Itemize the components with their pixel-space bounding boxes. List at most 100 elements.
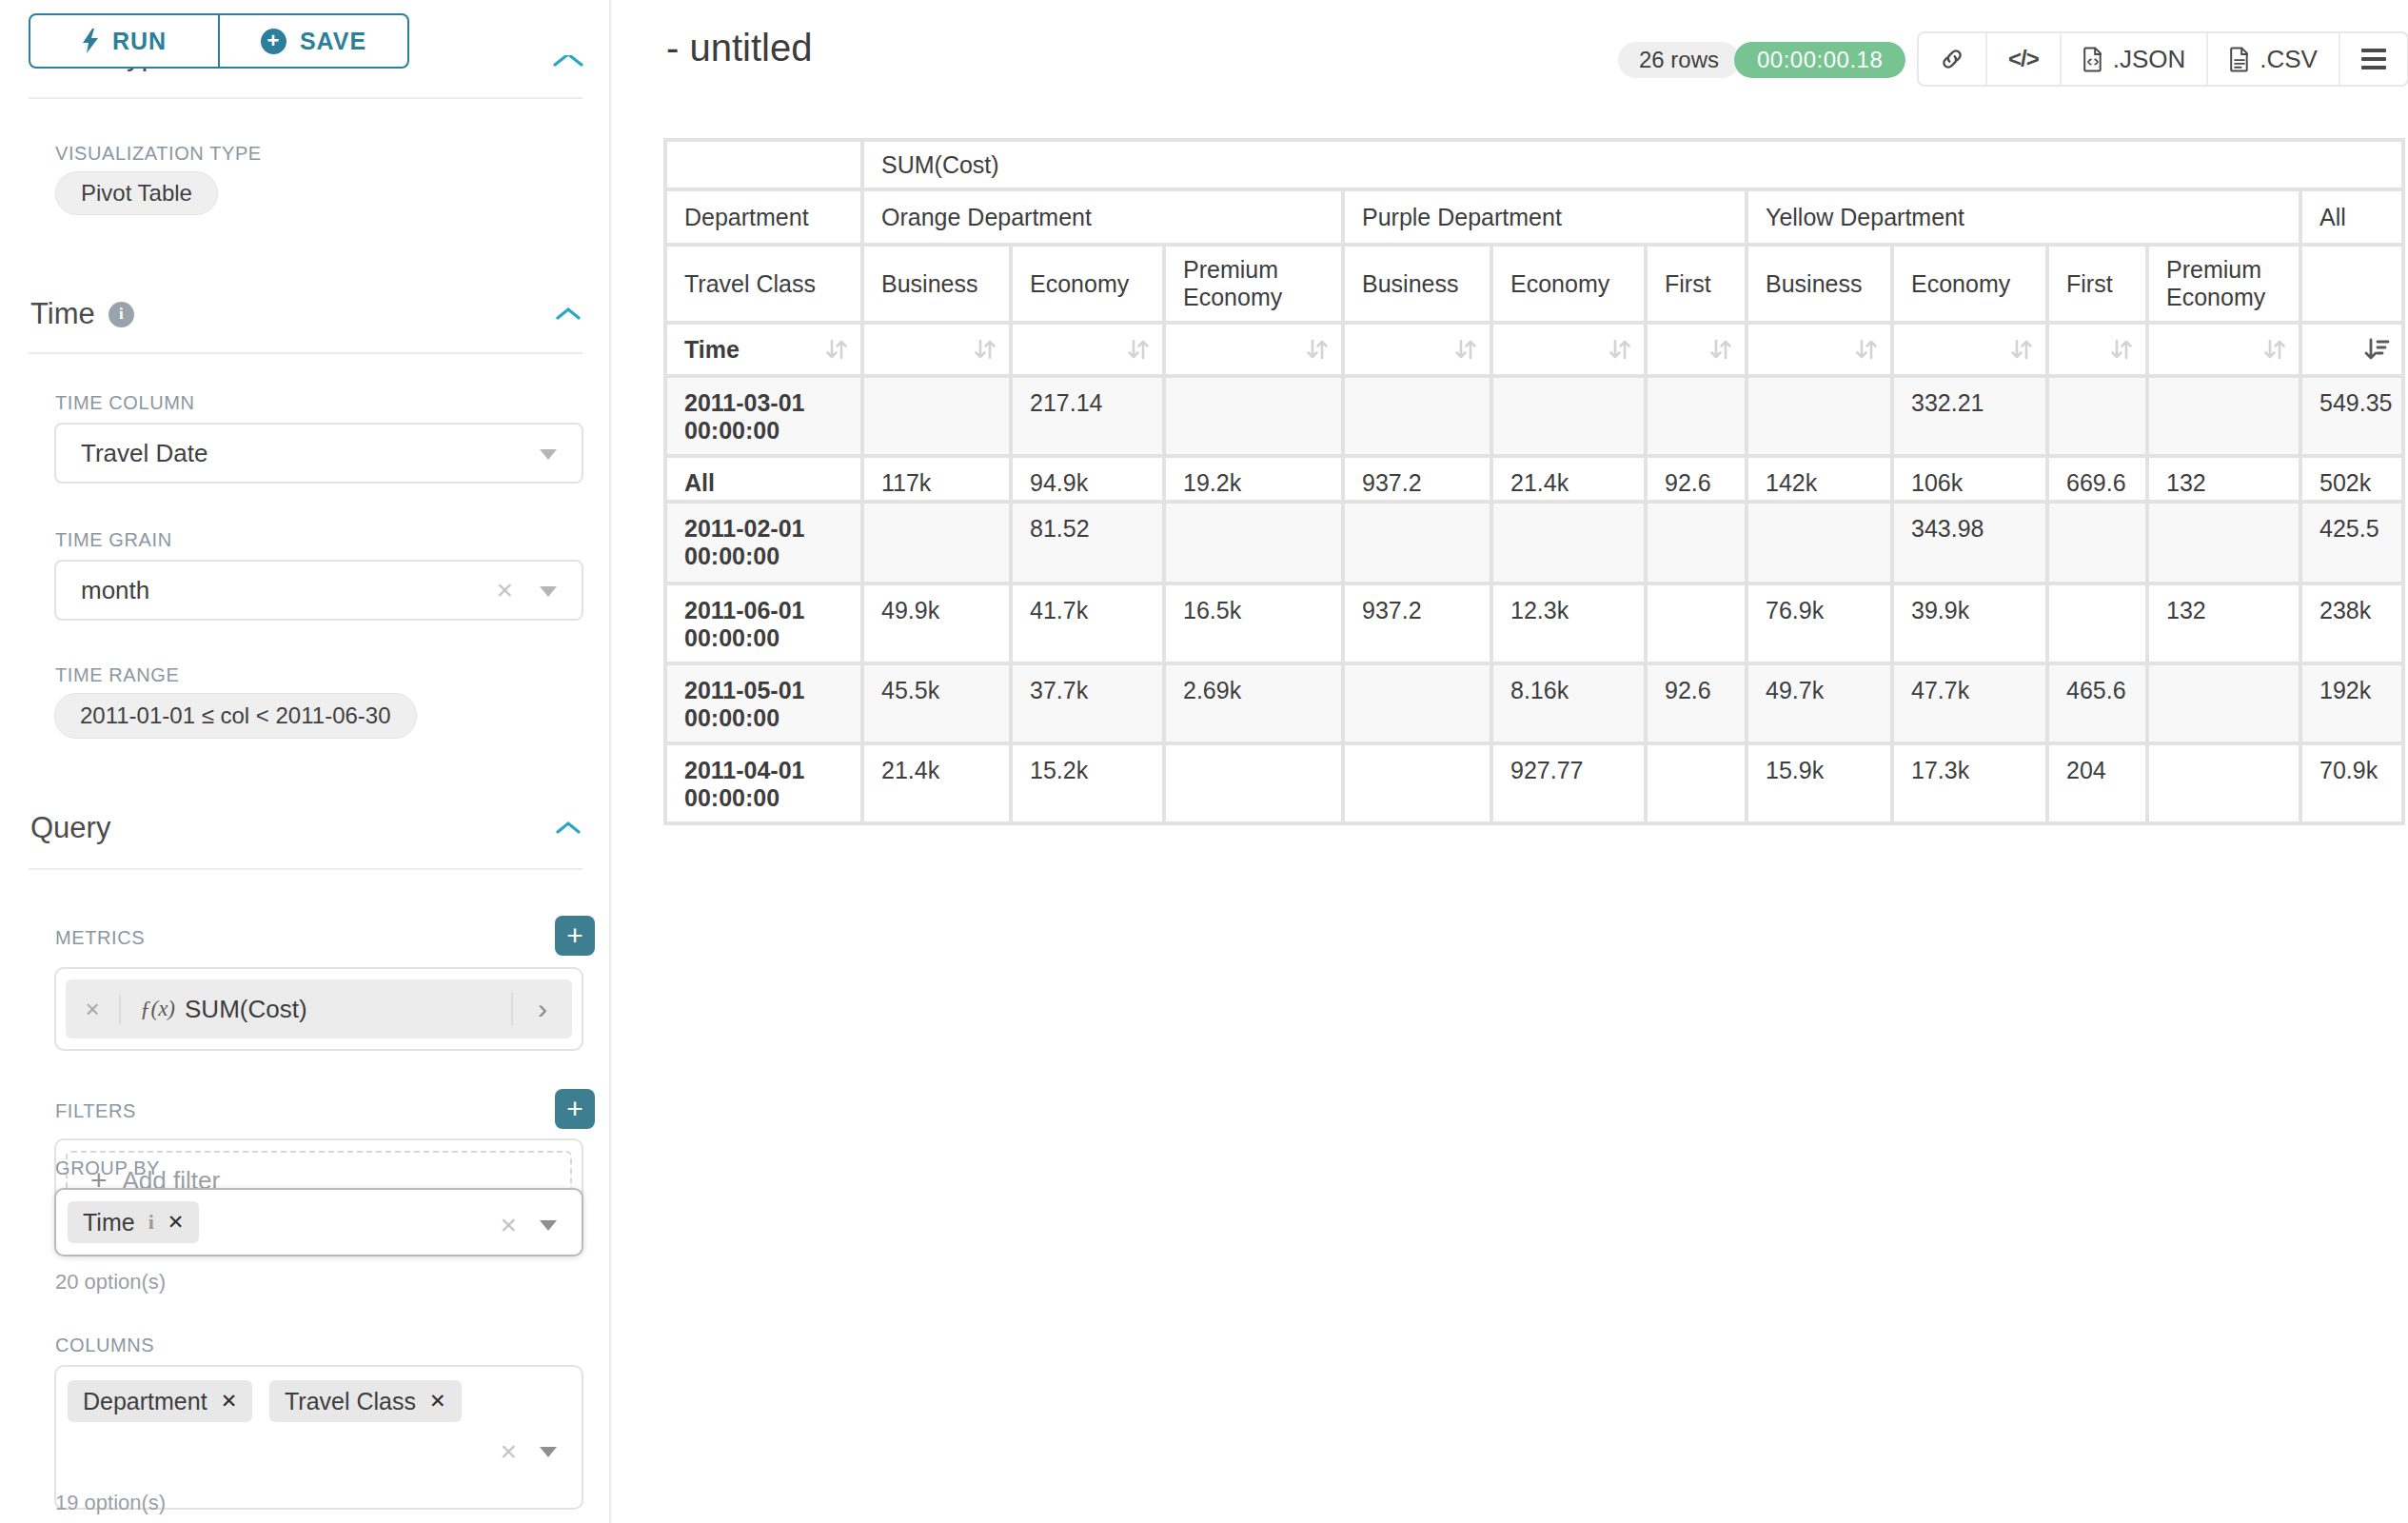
chart-title[interactable]: - untitled (666, 27, 812, 69)
chevron-up-icon (547, 55, 589, 69)
query-collapse-caret[interactable] (556, 821, 581, 838)
copy-link-button[interactable] (1919, 33, 1985, 85)
column-sort-header[interactable] (1013, 325, 1162, 374)
sort-icon (1453, 337, 1478, 362)
pivot-cell (1166, 745, 1341, 821)
pivot-cell (2149, 665, 2299, 742)
class-header: Economy (1013, 247, 1162, 321)
time-column-select[interactable]: Travel Date (54, 423, 583, 484)
pivot-cell (1345, 665, 1490, 742)
row-header: 2011-03-01 00:00:00 (667, 378, 860, 454)
section-divider (29, 97, 582, 99)
time-sort-header[interactable]: Time (667, 325, 860, 374)
chevron-down-icon (540, 586, 557, 597)
row-header: 2011-02-01 00:00:00 (667, 504, 860, 582)
run-button[interactable]: RUN (29, 13, 219, 69)
pivot-cell: 502k (2302, 458, 2401, 500)
pivot-cell (2149, 745, 2299, 821)
pivot-cell: 927.77 (1493, 745, 1644, 821)
remove-tag-icon[interactable]: ✕ (168, 1211, 185, 1234)
clear-icon[interactable]: × (500, 1211, 517, 1239)
clear-icon[interactable]: × (500, 1437, 517, 1466)
remove-tag-icon[interactable]: ✕ (429, 1390, 446, 1413)
pivot-cell: 343.98 (1894, 504, 2045, 582)
department-group-header: All (2302, 191, 2401, 243)
column-sort-header[interactable] (864, 325, 1009, 374)
department-axis-label: Department (667, 191, 860, 243)
pivot-cell (864, 504, 1009, 582)
visualization-type-value[interactable]: Pivot Table (55, 171, 218, 215)
columns-tag-label: Department (83, 1388, 207, 1415)
column-sort-header[interactable] (1493, 325, 1644, 374)
pivot-cell: 425.5 (2302, 504, 2401, 582)
pivot-cell: 41.7k (1013, 585, 1162, 662)
clear-icon[interactable]: × (496, 576, 513, 604)
section-divider (29, 868, 582, 870)
pivot-cell: 92.6 (1648, 458, 1745, 500)
column-sort-header-active[interactable] (2302, 325, 2401, 374)
pivot-cell (1493, 504, 1644, 582)
time-grain-select[interactable]: month × (54, 560, 583, 621)
column-sort-header[interactable] (2149, 325, 2299, 374)
view-query-button[interactable]: </> (1985, 33, 2060, 85)
time-range-label: TIME RANGE (55, 664, 179, 686)
add-filter-plus-button[interactable]: + (555, 1089, 595, 1129)
column-sort-header[interactable] (2049, 325, 2145, 374)
export-csv-label: .CSV (2260, 45, 2318, 74)
save-button[interactable]: + SAVE (219, 13, 409, 69)
export-json-button[interactable]: .JSON (2060, 33, 2207, 85)
department-group-header: Orange Department (864, 191, 1341, 243)
time-collapse-caret[interactable] (556, 307, 581, 324)
chart-type-collapse-caret[interactable] (547, 55, 589, 69)
column-sort-header[interactable] (1166, 325, 1341, 374)
pivot-corner-cell (667, 142, 860, 188)
pivot-cell: 132 (2149, 458, 2299, 500)
class-header: Business (1748, 247, 1890, 321)
pivot-cell: 76.9k (1748, 585, 1890, 662)
chevron-down-icon[interactable] (540, 1220, 557, 1231)
pivot-cell: 15.2k (1013, 745, 1162, 821)
sort-icon (1126, 337, 1151, 362)
pivot-cell: 49.7k (1748, 665, 1890, 742)
columns-tag[interactable]: Department ✕ (68, 1380, 252, 1422)
column-sort-header[interactable] (1648, 325, 1745, 374)
time-column-value: Travel Date (81, 439, 207, 468)
remove-metric-icon[interactable]: × (66, 995, 121, 1024)
time-range-value[interactable]: 2011-01-01 ≤ col < 2011-06-30 (54, 693, 417, 739)
export-toolbar: </> .JSON .CSV (1917, 31, 2408, 87)
link-icon (1940, 47, 1964, 71)
pivot-cell: 106k (1894, 458, 2045, 500)
group-by-select[interactable]: Time i ✕ × (54, 1188, 583, 1256)
pivot-cell (1648, 378, 1745, 454)
metric-pill[interactable]: × ƒ(x) SUM(Cost) › (66, 979, 572, 1038)
columns-label: COLUMNS (55, 1335, 154, 1356)
export-csv-button[interactable]: .CSV (2206, 33, 2339, 85)
pivot-cell (2149, 378, 2299, 454)
class-header: Business (1345, 247, 1490, 321)
export-json-label: .JSON (2113, 45, 2186, 74)
group-by-tag[interactable]: Time i ✕ (68, 1201, 199, 1243)
pivot-cell: 47.7k (1894, 665, 2045, 742)
columns-tag[interactable]: Travel Class ✕ (269, 1380, 462, 1422)
travel-class-axis-label: Travel Class (667, 247, 860, 321)
chevron-down-icon[interactable] (540, 1447, 557, 1457)
add-metric-button[interactable]: + (555, 916, 595, 956)
column-sort-header[interactable] (1748, 325, 1890, 374)
pivot-cell: 2.69k (1166, 665, 1341, 742)
menu-button[interactable] (2339, 33, 2407, 85)
column-sort-header[interactable] (1345, 325, 1490, 374)
run-save-button-group: RUN + SAVE (29, 13, 409, 69)
pivot-cell (1748, 378, 1890, 454)
class-header: Premium Economy (1166, 247, 1341, 321)
pivot-cell: 49.9k (864, 585, 1009, 662)
sort-icon (2009, 337, 2034, 362)
pivot-cell: 92.6 (1648, 665, 1745, 742)
function-icon: ƒ(x) (140, 997, 175, 1021)
chevron-right-icon[interactable]: › (511, 993, 572, 1025)
columns-select[interactable]: Department ✕ Travel Class ✕ × (54, 1365, 583, 1510)
column-sort-header[interactable] (1894, 325, 2045, 374)
class-header: Premium Economy (2149, 247, 2299, 321)
sort-icon (1854, 337, 1879, 362)
pivot-cell (1345, 745, 1490, 821)
remove-tag-icon[interactable]: ✕ (221, 1390, 238, 1413)
